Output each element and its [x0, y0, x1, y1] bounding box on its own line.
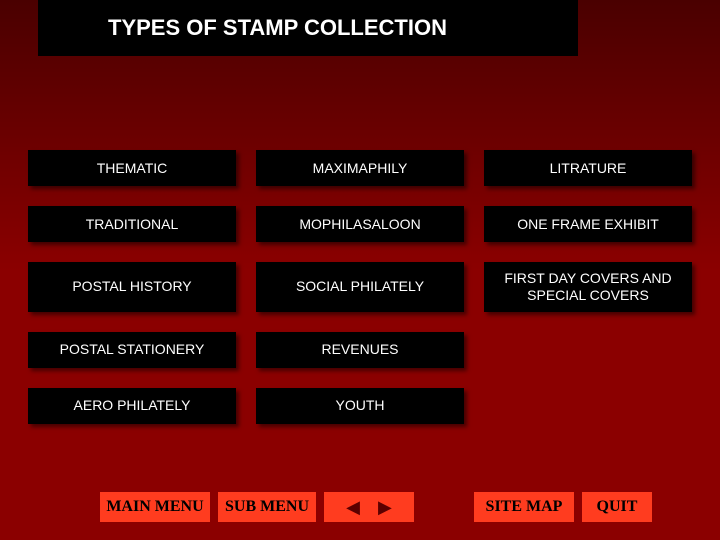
- prev-arrow-icon[interactable]: ◀: [346, 497, 360, 518]
- nav-arrows: ◀ ▶: [324, 492, 414, 522]
- category-button[interactable]: LITRATURE: [484, 150, 692, 186]
- grid-row: THEMATIC MAXIMAPHILY LITRATURE: [28, 150, 692, 186]
- category-button[interactable]: TRADITIONAL: [28, 206, 236, 242]
- main-menu-button[interactable]: MAIN MENU: [100, 492, 210, 522]
- category-button[interactable]: THEMATIC: [28, 150, 236, 186]
- grid-row: AERO PHILATELY YOUTH: [28, 388, 692, 424]
- category-button[interactable]: REVENUES: [256, 332, 464, 368]
- category-button[interactable]: AERO PHILATELY: [28, 388, 236, 424]
- category-button[interactable]: MAXIMAPHILY: [256, 150, 464, 186]
- grid-row: TRADITIONAL MOPHILASALOON ONE FRAME EXHI…: [28, 206, 692, 242]
- grid-row: POSTAL HISTORY SOCIAL PHILATELY FIRST DA…: [28, 262, 692, 312]
- bottom-nav: MAIN MENU SUB MENU ◀ ▶ SITE MAP QUIT: [100, 492, 652, 522]
- category-button[interactable]: POSTAL STATIONERY: [28, 332, 236, 368]
- category-button[interactable]: SOCIAL PHILATELY: [256, 262, 464, 312]
- category-button[interactable]: MOPHILASALOON: [256, 206, 464, 242]
- category-button[interactable]: YOUTH: [256, 388, 464, 424]
- page-title: TYPES OF STAMP COLLECTION: [38, 0, 578, 56]
- category-button[interactable]: FIRST DAY COVERS AND SPECIAL COVERS: [484, 262, 692, 312]
- grid-row: POSTAL STATIONERY REVENUES: [28, 332, 692, 368]
- site-map-button[interactable]: SITE MAP: [474, 492, 574, 522]
- category-button[interactable]: ONE FRAME EXHIBIT: [484, 206, 692, 242]
- category-button[interactable]: POSTAL HISTORY: [28, 262, 236, 312]
- sub-menu-button[interactable]: SUB MENU: [218, 492, 316, 522]
- title-text: TYPES OF STAMP COLLECTION: [108, 15, 447, 41]
- quit-button[interactable]: QUIT: [582, 492, 652, 522]
- next-arrow-icon[interactable]: ▶: [378, 497, 392, 518]
- category-grid: THEMATIC MAXIMAPHILY LITRATURE TRADITION…: [28, 150, 692, 444]
